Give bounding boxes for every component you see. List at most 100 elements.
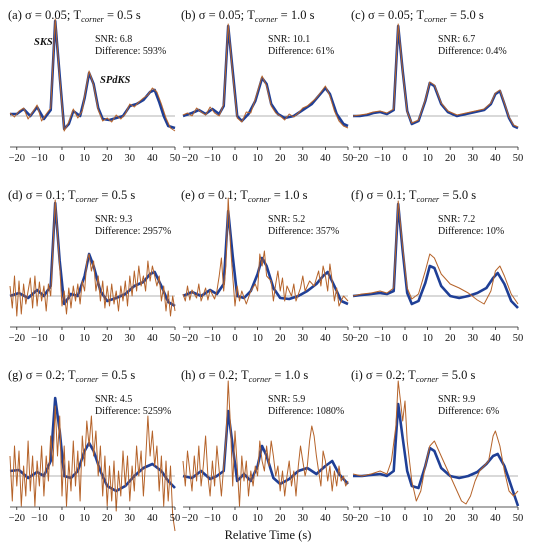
snr-label: SNR: 6.7 (438, 34, 475, 45)
x-tick-label: 50 (513, 513, 524, 524)
x-tick-label: 10 (79, 513, 90, 524)
x-tick-label: 0 (59, 153, 64, 164)
x-tick-label: 10 (422, 333, 433, 344)
perturbed-trace (182, 197, 349, 307)
x-tick-label: 50 (343, 513, 354, 524)
x-tick-label: 50 (343, 153, 354, 164)
reference-trace (9, 201, 176, 308)
x-tick-label: 50 (170, 153, 181, 164)
x-tick-label: 20 (275, 153, 286, 164)
difference-label: Difference: 10% (438, 226, 504, 237)
x-tick-label: 10 (252, 333, 263, 344)
snr-label: SNR: 10.1 (268, 34, 310, 45)
perturbed-trace (9, 199, 176, 317)
x-tick-label: −20 (182, 333, 198, 344)
snr-label: SNR: 4.5 (95, 394, 132, 405)
reference-trace (353, 24, 519, 130)
x-tick-label: 0 (402, 333, 407, 344)
x-tick-label: 40 (147, 153, 158, 164)
perturbed-trace (352, 200, 519, 305)
x-tick-label: 10 (252, 513, 263, 524)
x-tick-label: 10 (79, 333, 90, 344)
difference-label: Difference: 0.4% (438, 46, 507, 57)
x-tick-label: −10 (31, 513, 47, 524)
x-tick-label: −20 (9, 153, 25, 164)
x-tick-label: 40 (490, 153, 501, 164)
x-tick-label: −10 (204, 333, 220, 344)
x-tick-label: −10 (374, 333, 390, 344)
x-tick-label: −10 (204, 513, 220, 524)
panel-title: (d) σ = 0.1; Tcorner = 0.5 s (8, 188, 135, 204)
snr-label: SNR: 7.2 (438, 214, 475, 225)
x-tick-label: 0 (59, 333, 64, 344)
panel-d: (d) σ = 0.1; Tcorner = 0.5 s SNR: 9.3Diff… (8, 188, 180, 344)
x-tick-label: −10 (374, 513, 390, 524)
panel-title: (b) σ = 0.05; Tcorner = 1.0 s (181, 8, 315, 24)
difference-label: Difference: 61% (268, 46, 334, 57)
x-tick-label: −10 (31, 153, 47, 164)
x-tick-label: 30 (298, 513, 309, 524)
panel-title: (c) σ = 0.05; Tcorner = 5.0 s (351, 8, 484, 24)
x-tick-label: 20 (102, 153, 113, 164)
perturbed-trace (9, 18, 176, 132)
x-tick-label: 0 (232, 153, 237, 164)
sks-phase-label: SKS (34, 37, 53, 48)
x-tick-label: 30 (125, 333, 136, 344)
panel-title: (h) σ = 0.2; Tcorner = 1.0 s (181, 368, 308, 384)
x-tick-label: −10 (31, 333, 47, 344)
x-tick-label: 20 (275, 513, 286, 524)
x-tick-label: −10 (374, 153, 390, 164)
x-tick-label: 0 (232, 333, 237, 344)
panel-f: (f) σ = 0.1; Tcorner = 5.0 s SNR: 7.2Diff… (351, 188, 523, 344)
panel-title: (g) σ = 0.2; Tcorner = 0.5 s (8, 368, 135, 384)
x-tick-label: 10 (422, 153, 433, 164)
x-tick-label: 10 (422, 513, 433, 524)
x-tick-label: 20 (445, 333, 456, 344)
x-tick-label: 50 (513, 153, 524, 164)
snr-label: SNR: 5.9 (268, 394, 305, 405)
panel-i: (i) σ = 0.2; Tcorner = 5.0 s SNR: 9.9Diff… (351, 368, 523, 524)
panel-title: (a) σ = 0.05; Tcorner = 0.5 s (8, 8, 141, 24)
panel-h: (h) σ = 0.2; Tcorner = 1.0 s SNR: 5.9Diff… (181, 368, 353, 524)
x-tick-label: 20 (275, 333, 286, 344)
panel-a: (a) σ = 0.05; Tcorner = 0.5 s SNR: 6.8Dif… (8, 8, 180, 164)
x-tick-label: −20 (352, 153, 368, 164)
reference-trace (182, 209, 349, 306)
panel-c: (c) σ = 0.05; Tcorner = 5.0 s SNR: 6.7Dif… (351, 8, 523, 164)
x-tick-label: −20 (182, 513, 198, 524)
perturbed-trace (9, 405, 176, 532)
x-tick-label: 50 (513, 333, 524, 344)
perturbed-trace (182, 23, 349, 129)
x-tick-label: 40 (320, 153, 331, 164)
spdks-phase-label: SPdKS (100, 75, 131, 86)
x-tick-label: 40 (147, 513, 158, 524)
x-tick-label: 50 (343, 333, 354, 344)
x-tick-label: 40 (490, 513, 501, 524)
panel-title: (i) σ = 0.2; Tcorner = 5.0 s (351, 368, 476, 384)
x-tick-label: −20 (9, 333, 25, 344)
x-tick-label: 30 (298, 153, 309, 164)
x-tick-label: 40 (147, 333, 158, 344)
x-tick-label: 0 (402, 513, 407, 524)
x-tick-label: 30 (468, 513, 479, 524)
x-tick-label: 30 (468, 333, 479, 344)
x-tick-label: −10 (204, 153, 220, 164)
x-tick-label: 20 (102, 333, 113, 344)
x-tick-label: 50 (170, 513, 181, 524)
x-tick-label: 40 (490, 333, 501, 344)
difference-label: Difference: 1080% (268, 406, 344, 417)
x-tick-label: 30 (468, 153, 479, 164)
x-tick-label: 50 (170, 333, 181, 344)
x-tick-label: 20 (445, 153, 456, 164)
x-tick-label: 40 (320, 513, 331, 524)
perturbed-trace (182, 380, 349, 507)
difference-label: Difference: 5259% (95, 406, 171, 417)
x-tick-label: 30 (298, 333, 309, 344)
x-tick-label: 40 (320, 333, 331, 344)
snr-label: SNR: 6.8 (95, 34, 132, 45)
panel-b: (b) σ = 0.05; Tcorner = 1.0 s SNR: 10.1Di… (181, 8, 353, 164)
perturbed-trace (352, 23, 519, 128)
snr-label: SNR: 9.3 (95, 214, 132, 225)
x-tick-label: −20 (9, 513, 25, 524)
